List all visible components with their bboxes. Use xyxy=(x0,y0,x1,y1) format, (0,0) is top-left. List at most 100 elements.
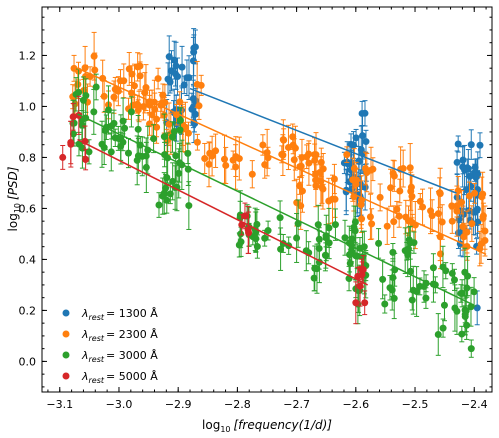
data-point xyxy=(481,236,489,244)
data-point xyxy=(434,330,442,338)
data-point xyxy=(331,221,339,229)
y-tick-label: 1.2 xyxy=(19,49,37,62)
data-point xyxy=(467,345,475,353)
legend: λrest = 1300 Å λrest = 2300 Å λrest = 3000 … xyxy=(62,307,158,385)
data-point xyxy=(368,220,376,228)
legend-label-2300: λrest = 2300 Å xyxy=(81,328,158,343)
data-point xyxy=(465,192,473,200)
data-point xyxy=(165,53,173,61)
data-point xyxy=(85,148,93,156)
x-tick-label: −3.1 xyxy=(46,398,73,411)
data-point xyxy=(467,141,475,149)
fit-line-0 xyxy=(189,87,457,194)
data-point xyxy=(340,159,348,167)
x-tick-label: −2.4 xyxy=(461,398,488,411)
data-point xyxy=(457,289,465,297)
data-point xyxy=(127,108,135,116)
data-point xyxy=(381,300,389,308)
data-point xyxy=(170,128,178,136)
y-tick-label: 0.4 xyxy=(19,253,37,266)
data-point xyxy=(341,234,349,242)
data-point xyxy=(448,217,456,225)
data-point xyxy=(79,96,87,104)
data-point xyxy=(358,253,366,261)
data-point xyxy=(361,299,369,307)
data-point xyxy=(468,220,476,228)
data-point xyxy=(453,207,461,215)
data-point xyxy=(315,235,323,243)
plot-frame xyxy=(41,6,493,393)
data-point xyxy=(134,125,142,133)
legend-label-5000: λrest = 5000 Å xyxy=(81,370,158,385)
data-point xyxy=(100,92,108,100)
data-point xyxy=(136,72,144,80)
data-point xyxy=(166,190,174,198)
data-point xyxy=(195,102,203,110)
data-point xyxy=(453,158,461,166)
data-point xyxy=(322,234,330,242)
data-point xyxy=(119,138,127,146)
data-point xyxy=(422,294,430,302)
legend-label-1300: λrest = 1300 Å xyxy=(81,307,158,322)
data-point xyxy=(454,140,462,148)
x-tick-label: −2.8 xyxy=(224,398,251,411)
data-point xyxy=(321,251,329,259)
fit-lines xyxy=(77,67,487,306)
data-point xyxy=(399,165,407,173)
fit-line-2 xyxy=(77,113,475,306)
data-point xyxy=(436,190,444,198)
data-point xyxy=(366,213,374,221)
x-axis-ticks: −3.1 −3.0 −2.9 −2.8 −2.7 −2.6 −2.5 −2.4 xyxy=(46,7,488,411)
data-point xyxy=(150,135,158,143)
data-point xyxy=(403,247,411,255)
data-point xyxy=(410,239,418,247)
fit-line-1 xyxy=(77,67,487,256)
data-point xyxy=(91,66,99,74)
data-point xyxy=(252,235,260,243)
data-point xyxy=(311,264,319,272)
data-point xyxy=(376,193,384,201)
data-point xyxy=(289,141,297,149)
fit-line-3 xyxy=(77,138,368,286)
data-point xyxy=(390,218,398,226)
data-point xyxy=(184,129,192,137)
data-point xyxy=(450,276,458,284)
data-point xyxy=(67,138,75,146)
data-point xyxy=(461,313,469,321)
data-point xyxy=(408,192,416,200)
data-point xyxy=(478,193,486,201)
data-point xyxy=(355,158,363,166)
data-point xyxy=(172,152,180,160)
data-point xyxy=(461,268,469,276)
data-point xyxy=(408,296,416,304)
data-point xyxy=(479,212,487,220)
data-point xyxy=(343,151,351,159)
data-point xyxy=(133,156,141,164)
data-point xyxy=(69,113,77,121)
data-point xyxy=(107,148,115,156)
data-point xyxy=(197,81,205,89)
y-tick-label: 0.2 xyxy=(19,304,37,317)
data-point xyxy=(330,175,338,183)
data-point xyxy=(121,124,129,132)
data-point xyxy=(434,210,442,218)
data-point xyxy=(98,140,106,148)
data-point xyxy=(331,195,339,203)
x-axis-label: log10 [frequency(1/d)] xyxy=(202,418,332,434)
y-axis-label: log10[PSD] xyxy=(6,166,22,231)
data-point xyxy=(473,172,481,180)
data-point xyxy=(476,141,484,149)
plot-background xyxy=(42,7,492,392)
data-point xyxy=(120,77,128,85)
data-point xyxy=(259,141,267,149)
data-point xyxy=(138,152,146,160)
data-point xyxy=(146,120,154,128)
data-point xyxy=(261,234,269,242)
data-point xyxy=(279,151,287,159)
data-point xyxy=(375,239,383,247)
data-point xyxy=(229,156,237,164)
x-tick-label: −3.0 xyxy=(106,398,133,411)
data-point xyxy=(473,304,481,312)
data-point xyxy=(277,245,285,253)
data-point xyxy=(439,324,447,332)
